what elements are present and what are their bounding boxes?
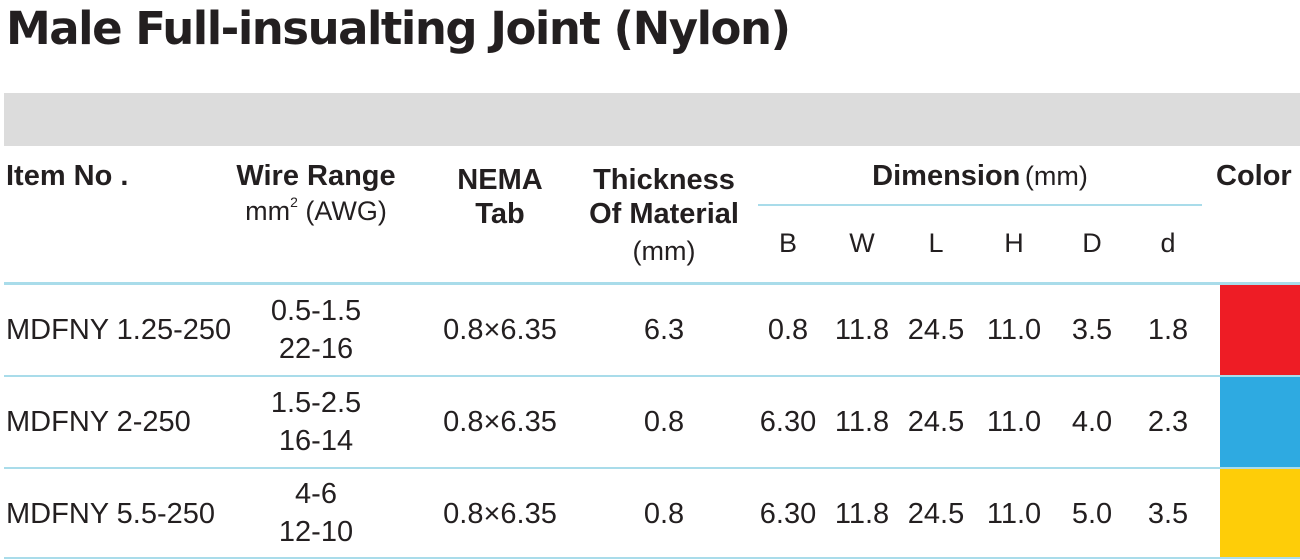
cell-dim-l: 24.5 bbox=[907, 314, 965, 346]
header-dim-w: W bbox=[849, 228, 875, 258]
cell-wire-mm2: 1.5-2.5 bbox=[270, 387, 362, 419]
header-thickness-3: (mm) bbox=[632, 236, 696, 266]
cell-item-no: MDFNY 1.25-250 bbox=[6, 314, 232, 346]
cell-dim-d-lower: 1.8 bbox=[1147, 314, 1189, 346]
header-dim-b: B bbox=[778, 228, 797, 258]
cell-dim-h: 11.0 bbox=[986, 406, 1042, 438]
header-nema-1: NEMA bbox=[457, 164, 543, 196]
color-swatch bbox=[1220, 377, 1300, 467]
cell-wire-awg: 22-16 bbox=[278, 333, 354, 365]
cell-dim-l: 24.5 bbox=[907, 406, 965, 438]
cell-wire-mm2: 4-6 bbox=[295, 478, 337, 510]
cell-dim-w: 11.8 bbox=[834, 406, 890, 438]
cell-dim-d-upper: 5.0 bbox=[1071, 498, 1113, 530]
cell-dim-d-upper: 4.0 bbox=[1071, 406, 1113, 438]
cell-item-no: MDFNY 5.5-250 bbox=[6, 498, 215, 530]
cell-wire-awg: 16-14 bbox=[278, 425, 354, 457]
cell-dim-d-lower: 2.3 bbox=[1147, 406, 1189, 438]
cell-thickness: 0.8 bbox=[643, 498, 685, 530]
cell-dim-b: 0.8 bbox=[767, 314, 809, 346]
row-divider-1 bbox=[4, 375, 1300, 377]
dimension-underline bbox=[758, 204, 1202, 206]
header-dim-d-lower: d bbox=[1160, 228, 1176, 258]
cell-nema-tab: 0.8×6.35 bbox=[443, 406, 557, 438]
color-swatch bbox=[1220, 285, 1300, 375]
cell-dim-h: 11.0 bbox=[986, 498, 1042, 530]
header-wire-unit: mm2 (AWG) bbox=[245, 194, 387, 226]
header-color: Color bbox=[1216, 160, 1292, 192]
cell-thickness: 0.8 bbox=[643, 406, 685, 438]
cell-nema-tab: 0.8×6.35 bbox=[443, 314, 557, 346]
cell-item-no: MDFNY 2-250 bbox=[6, 406, 191, 438]
cell-dim-b: 6.30 bbox=[759, 498, 817, 530]
cell-dim-d-upper: 3.5 bbox=[1071, 314, 1113, 346]
header-dim-l: L bbox=[928, 228, 944, 258]
header-thickness-2: Of Material bbox=[589, 198, 739, 230]
header-nema-2: Tab bbox=[475, 198, 525, 230]
header-dim-h: H bbox=[1004, 228, 1024, 258]
row-divider-2 bbox=[4, 467, 1300, 469]
header-wire-range: Wire Range bbox=[236, 160, 396, 192]
header-dimension: Dimension (mm) bbox=[872, 160, 1088, 192]
cell-wire-mm2: 0.5-1.5 bbox=[270, 295, 362, 327]
cell-dim-h: 11.0 bbox=[986, 314, 1042, 346]
cell-thickness: 6.3 bbox=[643, 314, 685, 346]
cell-dim-w: 11.8 bbox=[834, 314, 890, 346]
cell-dim-l: 24.5 bbox=[907, 498, 965, 530]
header-dim-d-upper: D bbox=[1082, 228, 1102, 258]
header-divider bbox=[4, 282, 1300, 285]
header-item-no: Item No . bbox=[6, 160, 129, 192]
row-divider-3 bbox=[4, 557, 1300, 559]
page-title: Male Full-insualting Joint (Nylon) bbox=[6, 2, 791, 55]
cell-nema-tab: 0.8×6.35 bbox=[443, 498, 557, 530]
cell-dim-b: 6.30 bbox=[759, 406, 817, 438]
header-band bbox=[4, 93, 1300, 146]
color-swatch bbox=[1220, 469, 1300, 557]
cell-dim-d-lower: 3.5 bbox=[1147, 498, 1189, 530]
cell-wire-awg: 12-10 bbox=[278, 516, 354, 548]
cell-dim-w: 11.8 bbox=[834, 498, 890, 530]
header-thickness-1: Thickness bbox=[593, 164, 735, 196]
